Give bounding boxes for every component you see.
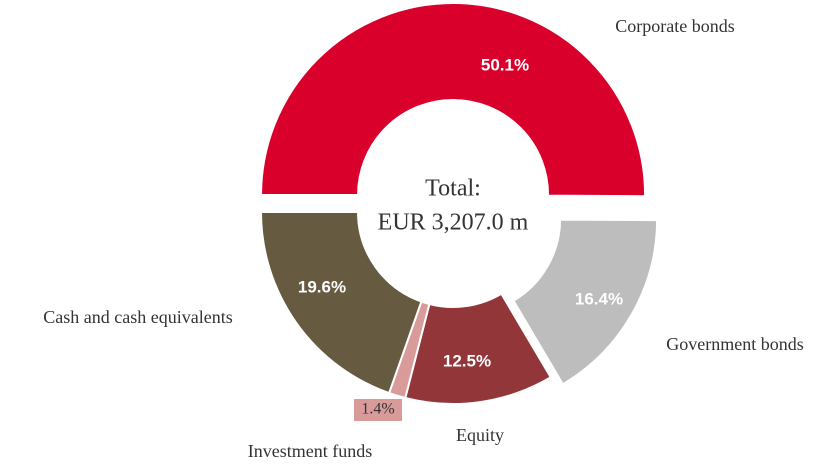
category-label: Equity bbox=[456, 425, 504, 445]
category-label: Government bonds bbox=[666, 334, 803, 354]
center-label: Total: bbox=[425, 176, 481, 202]
value-label: 50.1% bbox=[481, 55, 529, 74]
category-label: Cash and cash equivalents bbox=[43, 307, 232, 327]
value-label: 19.6% bbox=[298, 277, 346, 296]
slice bbox=[259, 211, 423, 395]
slices bbox=[259, 2, 659, 405]
category-label: Corporate bonds bbox=[615, 16, 734, 36]
slice bbox=[512, 218, 659, 386]
category-label: Investment funds bbox=[248, 441, 372, 461]
center-label: EUR 3,207.0 m bbox=[378, 210, 529, 236]
slice bbox=[260, 2, 647, 198]
label-box bbox=[354, 399, 402, 421]
labels: Corporate bonds 50.1% Government bonds 16.4… bbox=[43, 16, 803, 461]
value-label: 12.5% bbox=[443, 351, 491, 370]
value-label: 1.4% bbox=[361, 401, 394, 418]
value-label: 16.4% bbox=[575, 289, 623, 308]
